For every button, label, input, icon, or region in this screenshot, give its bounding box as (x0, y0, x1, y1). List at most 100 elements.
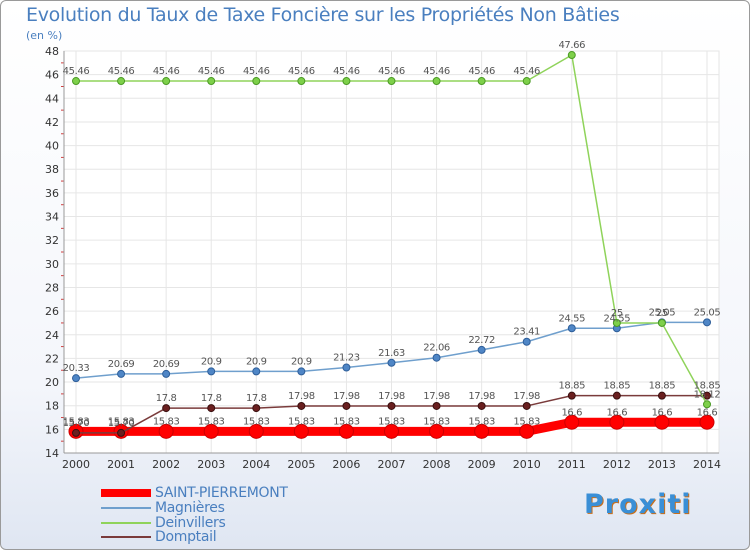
y-tick-label: 16 (45, 423, 59, 436)
data-point-saint-pierremont (609, 414, 625, 430)
data-point-magnieres (432, 353, 441, 362)
data-point-saint-pierremont (158, 423, 174, 439)
data-label-magnieres: 20.9 (291, 356, 312, 367)
data-point-domptail (207, 404, 216, 413)
data-label-saint-pierremont: 15.83 (198, 416, 225, 427)
y-tick-label: 20 (45, 376, 59, 389)
data-label-deinvillers: 45.46 (378, 66, 405, 77)
data-label-domptail: 17.8 (246, 393, 267, 404)
x-tick-label: 2011 (558, 458, 586, 471)
y-tick-label: 26 (45, 305, 59, 318)
data-label-domptail: 17.8 (156, 393, 177, 404)
data-label-deinvillers: 25 (656, 308, 668, 319)
data-label-deinvillers: 45.46 (108, 66, 135, 77)
data-label-magnieres: 23.41 (513, 327, 540, 338)
legend-label-deinvillers: Deinvillers (155, 515, 226, 531)
data-point-magnieres (72, 374, 80, 383)
legend-label-domptail: Domptail (155, 529, 217, 545)
y-tick-label: 18 (45, 400, 59, 413)
x-tick-label: 2001 (107, 458, 135, 471)
data-point-deinvillers (387, 77, 396, 86)
x-tick-label: 2005 (287, 458, 315, 471)
data-point-domptail (252, 404, 261, 413)
data-point-saint-pierremont (203, 423, 219, 439)
data-point-domptail (297, 401, 306, 410)
data-label-domptail: 17.98 (513, 391, 540, 402)
data-label-domptail: 17.98 (288, 391, 315, 402)
data-label-magnieres: 20.69 (153, 359, 180, 370)
data-point-saint-pierremont (474, 423, 490, 439)
y-tick-label: 44 (45, 92, 59, 105)
data-point-saint-pierremont (654, 414, 670, 430)
data-point-deinvillers (162, 77, 171, 86)
data-label-magnieres: 25.05 (694, 307, 721, 318)
data-label-magnieres: 22.06 (423, 343, 450, 354)
data-label-magnieres: 20.33 (63, 363, 90, 374)
data-label-magnieres: 24.55 (558, 313, 585, 324)
data-label-magnieres: 20.69 (108, 359, 135, 370)
data-label-magnieres: 20.9 (246, 356, 267, 367)
data-label-domptail: 17.98 (423, 391, 450, 402)
data-label-domptail: 15.70 (108, 418, 135, 429)
data-label-domptail: 15.70 (63, 418, 90, 429)
y-tick-label: 40 (45, 140, 59, 153)
data-point-domptail (522, 401, 531, 410)
chart-title: Evolution du Taux de Taxe Foncière sur l… (26, 4, 620, 26)
data-label-deinvillers: 45.46 (63, 66, 90, 77)
legend-label-saint-pierremont: SAINT-PIERREMONT (155, 485, 288, 501)
data-label-magnieres: 25.05 (649, 307, 676, 318)
data-label-domptail: 18.85 (694, 381, 721, 392)
data-label-deinvillers: 47.66 (558, 40, 585, 51)
data-point-domptail (117, 428, 126, 437)
data-point-saint-pierremont (429, 423, 445, 439)
data-label-deinvillers: 45.46 (468, 66, 495, 77)
data-label-saint-pierremont: 15.83 (243, 416, 270, 427)
x-tick-label: 2000 (62, 458, 90, 471)
data-point-saint-pierremont (384, 423, 399, 439)
x-tick-label: 2002 (152, 458, 180, 471)
data-label-saint-pierremont: 15.83 (468, 416, 495, 427)
data-label-domptail: 17.98 (378, 391, 405, 402)
data-label-magnieres: 21.23 (333, 353, 360, 364)
data-point-saint-pierremont (699, 414, 715, 430)
data-point-domptail (477, 401, 486, 410)
data-point-deinvillers (72, 77, 80, 86)
data-point-domptail (342, 401, 351, 410)
data-label-saint-pierremont: 16.6 (652, 407, 673, 418)
data-label-saint-pierremont: 15.83 (423, 416, 450, 427)
data-label-magnieres: 20.9 (201, 356, 222, 367)
x-tick-label: 2007 (378, 458, 406, 471)
y-tick-label: 34 (45, 211, 59, 224)
x-tick-label: 2010 (513, 458, 541, 471)
data-label-deinvillers: 45.46 (153, 66, 180, 77)
data-label-deinvillers: 45.46 (198, 66, 225, 77)
data-label-deinvillers: 45.46 (423, 66, 450, 77)
x-tick-label: 2008 (423, 458, 451, 471)
data-label-saint-pierremont: 15.83 (513, 416, 540, 427)
data-point-deinvillers (612, 318, 621, 327)
data-point-saint-pierremont (293, 423, 309, 439)
data-point-magnieres (297, 367, 306, 376)
data-point-deinvillers (522, 77, 531, 86)
data-point-magnieres (342, 363, 351, 372)
y-tick-label: 36 (45, 187, 59, 200)
data-label-saint-pierremont: 15.83 (378, 416, 405, 427)
data-point-saint-pierremont (248, 423, 264, 439)
data-point-magnieres (117, 369, 126, 378)
data-label-domptail: 18.85 (604, 381, 631, 392)
data-point-domptail (612, 391, 621, 400)
data-point-domptail (657, 391, 666, 400)
data-point-domptail (703, 391, 711, 400)
data-label-saint-pierremont: 15.83 (63, 416, 90, 427)
data-point-saint-pierremont (519, 423, 535, 439)
data-point-magnieres (207, 367, 216, 376)
data-point-deinvillers (477, 77, 486, 86)
data-point-deinvillers (567, 51, 576, 60)
x-tick-label: 2006 (332, 458, 360, 471)
data-label-magnieres: 24.55 (604, 313, 631, 324)
data-point-magnieres (252, 367, 261, 376)
brand-logo: Proxiti (584, 489, 692, 520)
data-point-deinvillers (342, 77, 351, 86)
data-label-domptail: 18.85 (649, 381, 676, 392)
